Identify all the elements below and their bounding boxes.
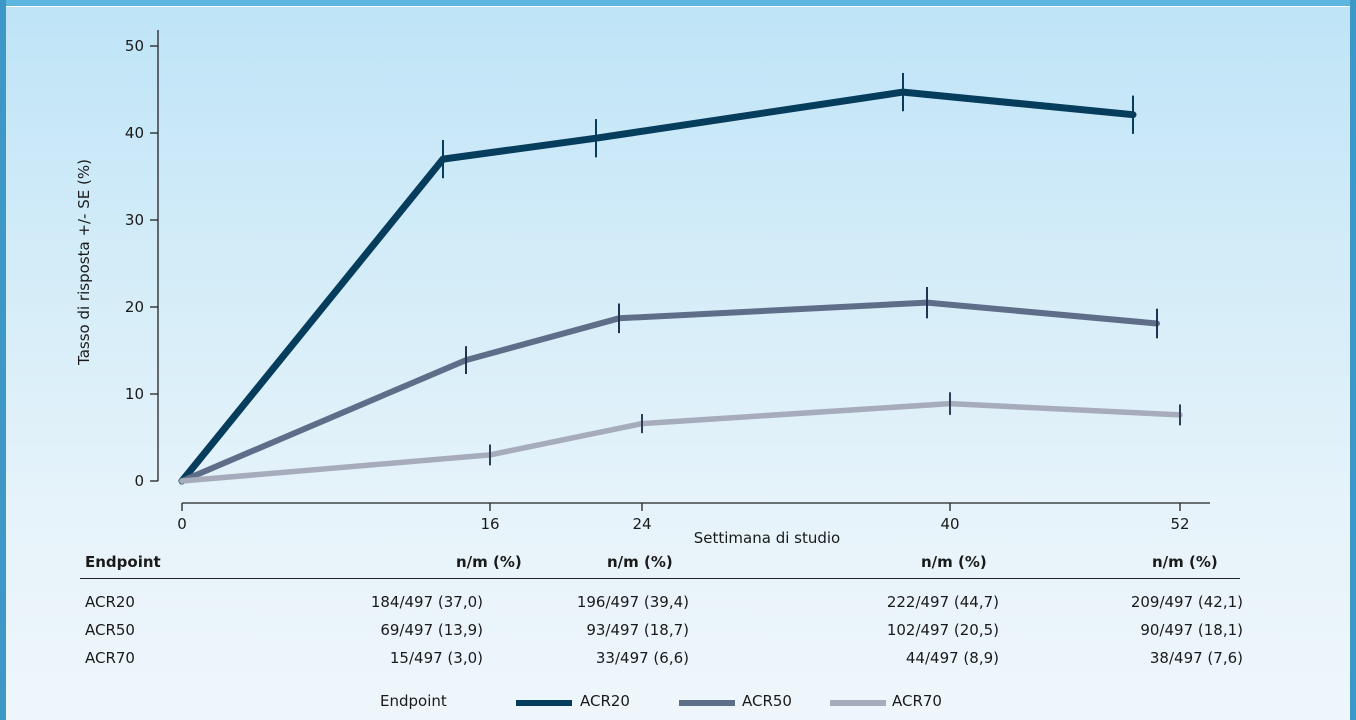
legend-label-acr70: ACR70 — [892, 692, 942, 710]
x-tick-label: 16 — [480, 515, 499, 533]
top-edge — [0, 0, 1356, 6]
x-tick-label: 24 — [632, 515, 651, 533]
series-acr20 — [178, 72, 1137, 485]
legend-swatch-acr70 — [830, 700, 886, 706]
legend-label-acr20: ACR20 — [580, 692, 630, 710]
legend-swatch-acr50 — [679, 700, 735, 706]
line-chart: 0 10 20 30 40 50 0 16 24 40 52 Tasso di risposta +… — [75, 30, 1210, 547]
x-tick-label: 40 — [940, 515, 959, 533]
legend-title: Endpoint — [380, 692, 447, 710]
axes: 0 10 20 30 40 50 0 16 24 40 52 — [125, 30, 1210, 533]
series-acr70 — [179, 392, 1183, 484]
y-tick-label: 30 — [125, 211, 144, 229]
x-axis-label: Settimana di studio — [694, 529, 840, 547]
series-layer — [178, 72, 1183, 485]
legend: Endpoint ACR20 ACR50 ACR70 — [0, 690, 1356, 714]
y-tick-label: 0 — [134, 472, 144, 490]
series-acr50 — [179, 286, 1160, 484]
x-tick-label: 52 — [1170, 515, 1189, 533]
left-edge — [0, 0, 6, 720]
y-tick-label: 10 — [125, 385, 144, 403]
y-tick-label: 20 — [125, 298, 144, 316]
right-edge — [1350, 0, 1356, 720]
series-line-acr50 — [179, 299, 1160, 484]
y-axis-label: Tasso di risposta +/- SE (%) — [75, 159, 93, 366]
legend-swatch-acr20 — [516, 700, 572, 706]
y-tick-label: 40 — [125, 124, 144, 142]
y-tick-label: 50 — [125, 37, 144, 55]
x-tick-label: 0 — [177, 515, 187, 533]
legend-label-acr50: ACR50 — [742, 692, 792, 710]
